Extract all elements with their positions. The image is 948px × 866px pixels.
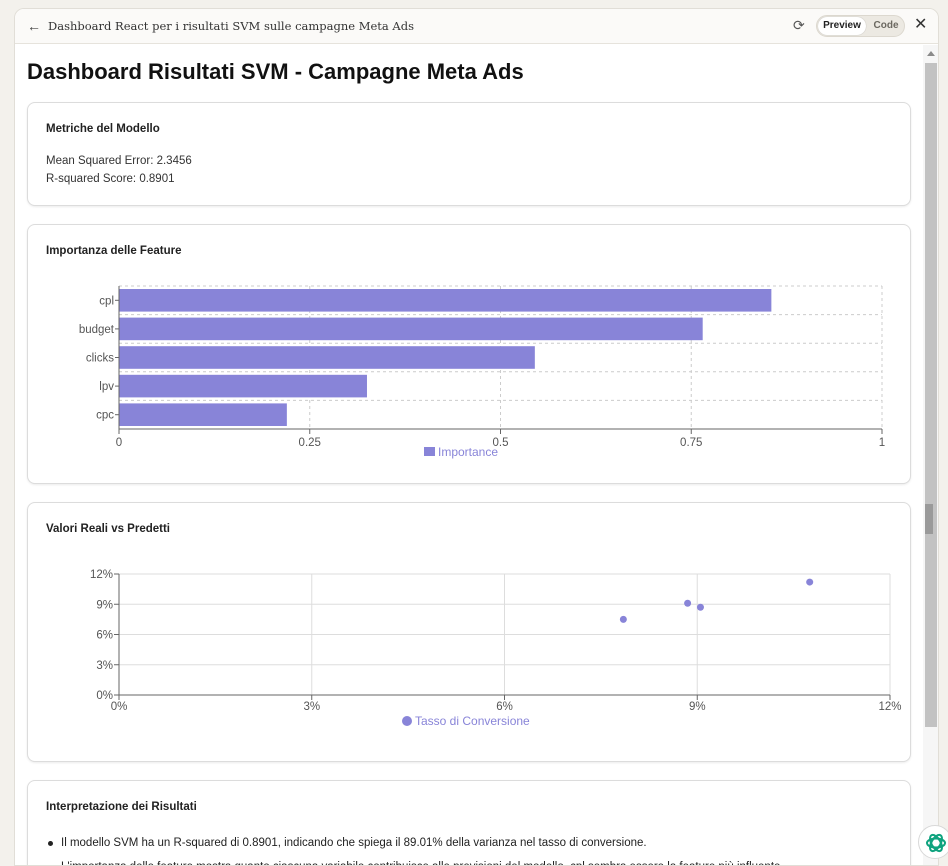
list-item: L'importanza delle feature mostra quanto… xyxy=(46,855,896,865)
x-tick-label: 12% xyxy=(878,701,901,713)
metrics-card: Metriche del Modello Mean Squared Error:… xyxy=(27,102,911,206)
interpretation-list: Il modello SVM ha un R-squared di 0.8901… xyxy=(46,831,896,865)
window-title: Dashboard React per i risultati SVM sull… xyxy=(48,19,414,33)
x-tick-label: 1 xyxy=(879,437,885,449)
bar-legend-label: Importance xyxy=(438,445,499,459)
x-tick-label: 0 xyxy=(116,437,122,449)
assistant-logo-icon[interactable] xyxy=(918,825,948,859)
tick-label-clicks: clicks xyxy=(86,353,114,365)
legend-dot-icon xyxy=(402,716,412,726)
page-title: Dashboard Risultati SVM - Campagne Meta … xyxy=(27,59,524,84)
window-topbar: ← Dashboard React per i risultati SVM su… xyxy=(15,9,938,44)
scatter-card-title: Valori Reali vs Predetti xyxy=(46,523,171,535)
interpretation-card-title: Interpretazione dei Risultati xyxy=(46,801,197,813)
scrollbar-thumb[interactable] xyxy=(925,63,937,727)
y-tick-label: 0% xyxy=(96,690,113,702)
x-tick-label: 0% xyxy=(111,701,128,713)
interpretation-card: Interpretazione dei Risultati Il modello… xyxy=(27,780,911,865)
tab-code[interactable]: Code xyxy=(873,20,899,31)
legend-swatch-icon xyxy=(424,447,435,456)
scatter-legend: Tasso di Conversione xyxy=(402,714,530,728)
scatter-point xyxy=(684,599,692,607)
scroll-up-arrow-icon[interactable] xyxy=(927,51,935,56)
scatter-card: Valori Reali vs Predetti 0% 3% 6% 9% 12% 0% 3%… xyxy=(27,502,911,762)
mse-metric: Mean Squared Error: 2.3456 xyxy=(46,155,192,167)
feature-importance-chart: cpl budget clicks lpv cpc 0 0.25 0.5 0.75 1 xyxy=(79,285,885,449)
feature-card-title: Importanza delle Feature xyxy=(46,245,182,257)
bar-legend: Importance xyxy=(424,445,498,459)
tab-preview[interactable]: Preview xyxy=(818,17,866,35)
bar-cpc xyxy=(119,403,287,426)
scatter-point xyxy=(619,615,627,623)
scatter-point xyxy=(696,603,704,611)
r2-metric: R-squared Score: 0.8901 xyxy=(46,173,175,185)
tick-label-cpc: cpc xyxy=(96,410,114,422)
page-scrollbar-thumb[interactable] xyxy=(925,504,933,534)
x-tick-label: 6% xyxy=(496,701,513,713)
bar-budget xyxy=(119,317,703,341)
arrow-left-icon[interactable]: ← xyxy=(27,18,41,34)
tick-label-budget: budget xyxy=(79,324,115,336)
refresh-icon[interactable]: ⟳ xyxy=(793,17,805,33)
tick-label-lpv: lpv xyxy=(99,381,114,393)
x-tick-label: 0.5 xyxy=(493,437,509,449)
scrollbar[interactable] xyxy=(923,45,938,865)
close-icon[interactable]: ✕ xyxy=(914,16,928,33)
metrics-card-title: Metriche del Modello xyxy=(46,123,160,135)
y-tick-label: 6% xyxy=(96,630,113,642)
scatter-legend-label: Tasso di Conversione xyxy=(415,714,530,728)
feature-importance-card: Importanza delle Feature cpl budget clicks… xyxy=(27,224,911,484)
y-tick-label: 3% xyxy=(96,660,113,672)
tick-label-cpl: cpl xyxy=(99,295,114,307)
preview-code-toggle: Preview Code xyxy=(816,15,905,37)
x-tick-label: 9% xyxy=(689,701,706,713)
y-tick-label: 9% xyxy=(96,599,113,611)
x-tick-label: 0.75 xyxy=(680,437,702,449)
x-tick-label: 3% xyxy=(303,701,320,713)
preview-window: ← Dashboard React per i risultati SVM su… xyxy=(14,8,939,866)
bar-lpv xyxy=(119,374,367,398)
scatter-point xyxy=(806,578,814,586)
list-item: Il modello SVM ha un R-squared di 0.8901… xyxy=(46,831,896,855)
actual-vs-predicted-chart: 0% 3% 6% 9% 12% 0% 3% 6% 9% 12% xyxy=(90,569,902,713)
x-tick-label: 0.25 xyxy=(299,437,321,449)
bar-clicks xyxy=(119,346,535,369)
y-tick-label: 12% xyxy=(90,569,113,581)
bar-cpl xyxy=(119,289,772,312)
